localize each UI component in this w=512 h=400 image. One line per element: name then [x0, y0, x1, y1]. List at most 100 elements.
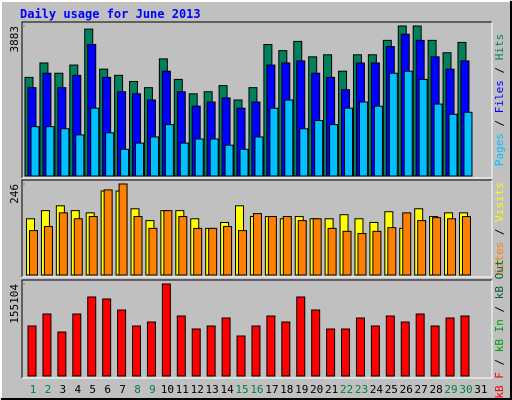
- bar: [179, 142, 189, 177]
- bar: [102, 298, 112, 377]
- bar: [194, 138, 204, 177]
- bar: [42, 313, 52, 377]
- legend-entry: Pages: [493, 133, 506, 166]
- bar: [238, 230, 248, 276]
- panel-border-light: [22, 22, 493, 179]
- bar: [132, 325, 142, 377]
- bar: [58, 212, 68, 276]
- x-tick-label: 27: [415, 383, 428, 396]
- bar: [135, 142, 145, 177]
- x-tick-label: 23: [355, 383, 368, 396]
- bar: [312, 218, 322, 276]
- bar: [223, 226, 233, 276]
- x-tick-label: 31: [474, 383, 487, 396]
- x-tick-label: 16: [250, 383, 263, 396]
- legend-entry: kB In: [493, 319, 506, 352]
- bar: [463, 111, 473, 177]
- bar: [415, 313, 425, 377]
- y-tick-label: 3883: [8, 26, 21, 53]
- bar: [342, 230, 352, 276]
- panel-border-dark: [21, 21, 492, 178]
- x-tick-label: 29: [444, 383, 457, 396]
- bar: [267, 216, 277, 276]
- bar: [133, 216, 143, 276]
- bar: [299, 128, 309, 177]
- bar: [45, 126, 55, 177]
- x-tick-label: 17: [265, 383, 278, 396]
- legend-separator: /: [493, 352, 506, 372]
- x-tick-label: 1: [30, 383, 37, 396]
- x-tick-label: 18: [280, 383, 293, 396]
- bar: [164, 124, 174, 177]
- bar: [27, 325, 37, 377]
- bar: [433, 103, 443, 177]
- x-tick-label: 13: [206, 383, 219, 396]
- bar: [193, 227, 203, 276]
- x-tick-label: 4: [74, 383, 81, 396]
- bar: [148, 227, 158, 276]
- bar: [445, 317, 455, 377]
- bar: [402, 212, 412, 276]
- x-tick-label: 30: [459, 383, 472, 396]
- y-tick-label: 246: [8, 184, 21, 204]
- bar: [30, 126, 40, 177]
- bar: [120, 148, 130, 177]
- legend-separator: /: [493, 60, 506, 80]
- bar: [341, 328, 351, 377]
- bar: [73, 218, 83, 276]
- legend-entry: Visits: [493, 182, 506, 222]
- bar: [418, 78, 428, 177]
- x-tick-label: 7: [119, 383, 126, 396]
- x-tick-label: 14: [220, 383, 234, 396]
- bar: [149, 136, 159, 177]
- x-tick-label: 15: [235, 383, 248, 396]
- bar: [432, 217, 442, 276]
- bar: [326, 328, 336, 377]
- legend: Sites / Visits: [493, 182, 506, 275]
- panel-border-light: [22, 180, 493, 278]
- bar: [461, 216, 471, 276]
- legend-entry: kB F: [493, 372, 506, 399]
- bar: [221, 317, 231, 377]
- bar: [460, 315, 470, 377]
- chart-title: Daily usage for June 2013: [20, 7, 201, 21]
- bar: [282, 216, 292, 276]
- x-tick-label: 26: [400, 383, 413, 396]
- x-tick-label: 28: [429, 383, 442, 396]
- legend-entry: Hits: [493, 34, 506, 61]
- bar: [388, 72, 398, 177]
- bar: [355, 317, 365, 377]
- legend-separator: /: [493, 222, 506, 242]
- x-tick-label: 19: [295, 383, 308, 396]
- y-tick-label: 155104: [8, 284, 21, 324]
- bar: [239, 148, 249, 177]
- bar: [163, 210, 173, 276]
- bar: [252, 213, 262, 276]
- bar: [206, 325, 216, 377]
- legend-separator: /: [493, 113, 506, 133]
- bar: [387, 227, 397, 276]
- bar: [430, 325, 440, 377]
- bar: [251, 325, 261, 377]
- x-tick-label: 3: [60, 383, 67, 396]
- bar: [29, 230, 38, 276]
- x-tick-label: 6: [104, 383, 111, 396]
- bar: [146, 321, 156, 377]
- x-tick-label: 10: [161, 383, 174, 396]
- bar: [447, 218, 457, 276]
- legend: Pages / Files / Hits: [493, 34, 506, 167]
- bar: [284, 99, 294, 177]
- bar: [266, 315, 276, 377]
- bar: [385, 315, 395, 377]
- bar: [176, 315, 186, 377]
- bar: [314, 120, 324, 177]
- bar: [297, 220, 307, 276]
- bar: [105, 132, 115, 177]
- bar: [281, 321, 291, 377]
- x-tick-label: 12: [191, 383, 204, 396]
- legend-entry: Sites: [493, 242, 506, 275]
- bar: [358, 101, 368, 177]
- bar: [57, 331, 67, 377]
